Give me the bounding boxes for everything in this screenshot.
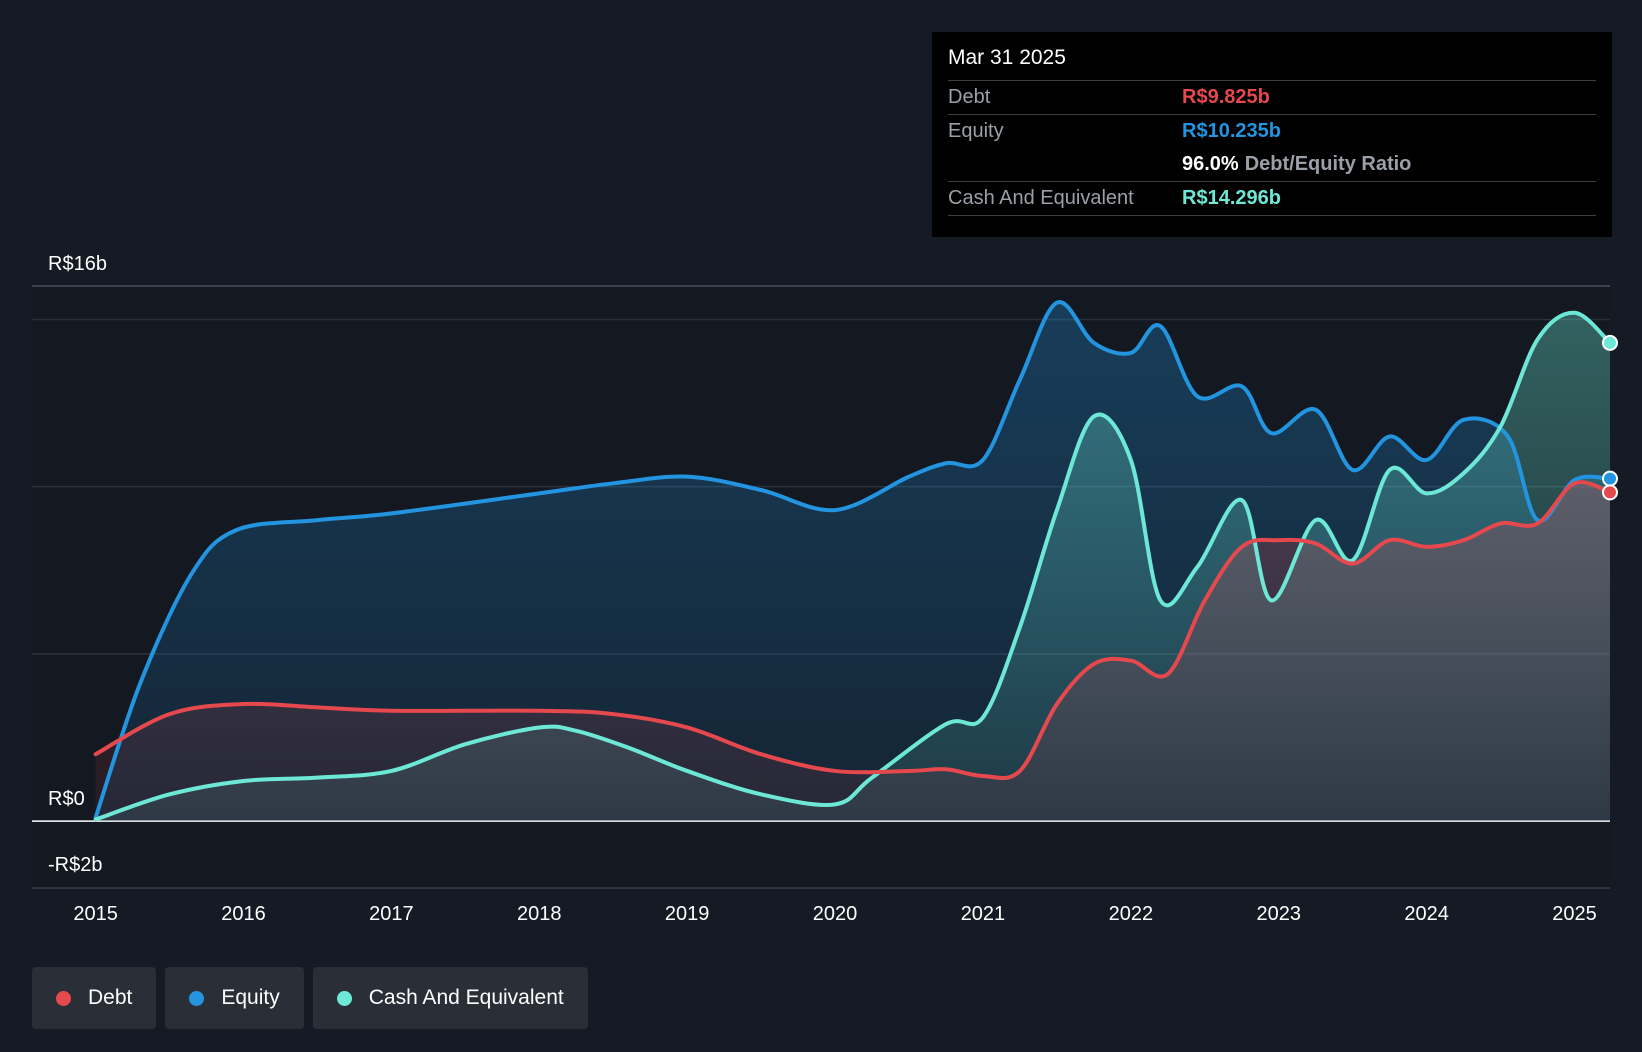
legend-item-cash[interactable]: Cash And Equivalent bbox=[312, 967, 588, 1029]
cash-endpoint-marker bbox=[1602, 334, 1618, 351]
tooltip-cash-row: Cash And Equivalent R$14.296b bbox=[948, 182, 1596, 216]
x-tick-label: 2016 bbox=[221, 903, 266, 925]
cash-dot-icon bbox=[336, 990, 352, 1006]
x-tick-label: 2019 bbox=[665, 903, 710, 925]
series-areas bbox=[95, 302, 1610, 822]
tooltip-cash-value: R$14.296b bbox=[1182, 187, 1281, 209]
x-tick-label: 2022 bbox=[1109, 903, 1154, 925]
x-axis-labels: 2015 2016 2017 2018 2019 2020 2021 2022 2023 2024… bbox=[73, 903, 1596, 925]
tooltip-cash-label: Cash And Equivalent bbox=[948, 187, 1134, 209]
tooltip-equity-row: Equity R$10.235b bbox=[948, 115, 1596, 148]
debt-endpoint-marker bbox=[1602, 484, 1618, 501]
x-tick-label: 2020 bbox=[813, 903, 858, 925]
x-tick-label: 2024 bbox=[1404, 903, 1449, 925]
cash-line bbox=[93, 310, 1612, 822]
data-tooltip: Mar 31 2025 Debt R$9.825b Equity R$10.23… bbox=[932, 32, 1612, 237]
equity-dot-icon bbox=[189, 990, 205, 1006]
series-lines bbox=[93, 300, 1612, 822]
equity-line bbox=[93, 300, 1612, 820]
y-tick-label: R$16b bbox=[48, 253, 107, 275]
tooltip-debt-label: Debt bbox=[948, 86, 991, 108]
tooltip-ratio-value: 96.0% bbox=[1182, 153, 1239, 175]
x-tick-label: 2015 bbox=[73, 903, 118, 925]
x-tick-label: 2018 bbox=[517, 903, 562, 925]
legend-item-equity[interactable]: Equity bbox=[165, 967, 304, 1029]
tooltip-equity-value: R$10.235b bbox=[1182, 120, 1281, 142]
x-tick-label: 2025 bbox=[1552, 903, 1597, 925]
legend-equity-label: Equity bbox=[221, 986, 280, 1009]
legend-item-debt[interactable]: Debt bbox=[32, 967, 157, 1029]
debt-line bbox=[93, 480, 1612, 781]
tooltip-date: Mar 31 2025 bbox=[948, 46, 1596, 81]
legend-cash-label: Cash And Equivalent bbox=[368, 986, 564, 1009]
debt-dot-icon bbox=[56, 990, 71, 1006]
debt-area bbox=[95, 482, 1610, 822]
x-tick-label: 2021 bbox=[961, 903, 1006, 925]
y-tick-label: R$0 bbox=[48, 788, 85, 810]
x-tick-label: 2023 bbox=[1256, 903, 1301, 925]
series-endpoints bbox=[1602, 334, 1618, 501]
tooltip-equity-label: Equity bbox=[948, 120, 1004, 142]
y-tick-label: -R$2b bbox=[48, 854, 102, 876]
chart-legend: Debt Equity Cash And Equivalent bbox=[32, 967, 588, 1029]
tooltip-debt-row: Debt R$9.825b bbox=[948, 81, 1596, 115]
legend-debt-label: Debt bbox=[88, 986, 133, 1009]
tooltip-ratio-row: 96.0% Debt/Equity Ratio bbox=[948, 148, 1596, 182]
tooltip-debt-value: R$9.825b bbox=[1182, 86, 1270, 108]
y-axis-labels: R$16b R$0 -R$2b bbox=[48, 253, 107, 876]
equity-endpoint-marker bbox=[1602, 470, 1618, 487]
x-tick-label: 2017 bbox=[369, 903, 414, 925]
tooltip-ratio-label: Debt/Equity Ratio bbox=[1244, 153, 1412, 175]
